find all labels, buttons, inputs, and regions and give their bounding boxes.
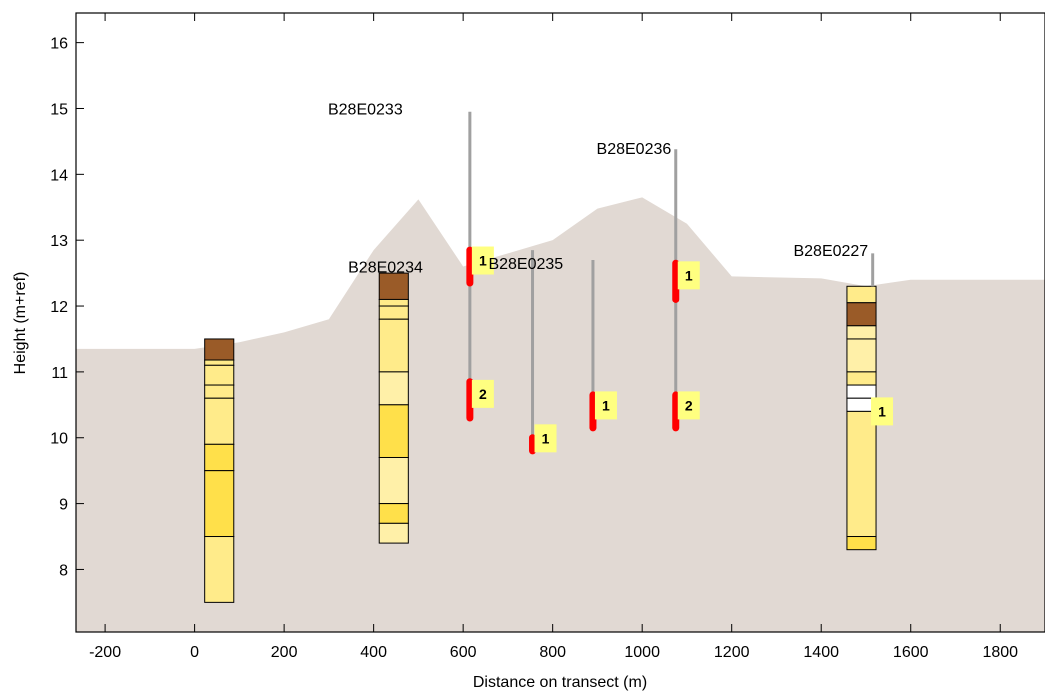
axes-frame	[75, 12, 1045, 633]
screen-marker-0-0: 1	[471, 246, 494, 275]
y-tick-label-2: 10	[50, 431, 68, 448]
y-tick-label-8: 16	[50, 36, 68, 53]
well-name-label-2: B28E0235	[488, 256, 563, 273]
x-axis-title: Distance on transect (m)	[473, 674, 647, 691]
x-tick-label-8: 1400	[803, 644, 839, 661]
screen-marker-label: 1	[479, 253, 487, 269]
borehole-0-layer-3	[204, 384, 235, 399]
borehole-0-layer-7	[204, 536, 235, 603]
y-tick-label-6: 14	[50, 167, 68, 184]
borehole-1-layer-2	[378, 305, 409, 320]
x-tick-label-9: 1600	[893, 644, 929, 661]
borehole-1-layer-7	[378, 503, 409, 524]
borehole-0-layer-5	[204, 443, 235, 472]
screen-marker-box	[471, 379, 494, 408]
screen-marker-box	[471, 246, 494, 275]
terrain-area	[76, 197, 1045, 632]
borehole-marker-5: 1	[871, 397, 894, 426]
screen-marker-4-0: 1	[677, 261, 700, 290]
x-tick-label-5: 800	[539, 644, 566, 661]
x-tick-label-2: 200	[271, 644, 298, 661]
screen-marker-0-1: 2	[471, 379, 494, 408]
well-name-label-4: B28E0227	[793, 243, 868, 260]
y-tick-label-0: 8	[59, 562, 68, 579]
borehole-0-layer-6	[204, 470, 235, 538]
borehole-marker-label: 1	[878, 403, 886, 419]
borehole-1-layer-0	[378, 272, 409, 300]
x-tick-label-10: 1800	[982, 644, 1018, 661]
borehole-2-layer-4	[846, 371, 877, 386]
screen-marker-2-0: 1	[534, 424, 557, 453]
screen-marker-box	[534, 424, 557, 453]
screen-marker-label: 1	[542, 430, 550, 446]
y-tick-label-1: 9	[59, 497, 68, 514]
x-tick-label-4: 600	[450, 644, 477, 661]
borehole-2-layer-3	[846, 338, 877, 373]
y-tick-label-7: 15	[50, 101, 68, 118]
axes: -200 0 200 400 600 800 1000 1200 1400 1600 1800891…	[50, 12, 1045, 661]
well-name-label-3: B28E0236	[597, 141, 672, 158]
borehole-1-layer-8	[378, 522, 409, 544]
screen-marker-box	[677, 261, 700, 290]
borehole-2-layer-5	[846, 384, 877, 399]
x-tick-label-3: 400	[360, 644, 387, 661]
screen-marker-box	[677, 391, 700, 420]
borehole-2-layer-1	[846, 302, 877, 327]
x-tick-label-0: -200	[89, 644, 121, 661]
x-tick-label-7: 1200	[714, 644, 750, 661]
screen-marker-label: 2	[685, 397, 693, 413]
y-tick-label-4: 12	[50, 299, 68, 316]
borehole-0-layer-4	[204, 397, 235, 445]
borehole-2-layer-8	[846, 536, 877, 551]
y-axis-title: Height (m+ref)	[12, 272, 29, 375]
screen-marker-box	[594, 391, 617, 420]
screen-marker-label: 2	[479, 386, 487, 402]
plot-area: 1 2 1 1 1 2 1 B28E0233 B28E0234 B28E0235 B28E0236 B…	[76, 101, 1045, 632]
borehole-2-layer-0	[846, 285, 877, 304]
y-tick-label-3: 11	[51, 365, 68, 382]
borehole-1-layer-1	[378, 298, 409, 307]
borehole-1-layer-6	[378, 456, 409, 505]
x-tick-label-6: 1000	[624, 644, 660, 661]
screen-marker-3-0: 1	[594, 391, 617, 420]
borehole-2-layer-7	[846, 410, 877, 538]
borehole-marker-box	[871, 397, 894, 426]
borehole-1-layer-5	[378, 404, 409, 458]
borehole-0-layer-1	[204, 359, 235, 366]
screen-marker-label: 1	[685, 267, 693, 283]
well-name-label-1: B28E0234	[348, 260, 423, 277]
y-tick-label-5: 13	[50, 233, 68, 250]
screen-marker-4-1: 2	[677, 391, 700, 420]
borehole-2-layer-2	[846, 325, 877, 340]
borehole-1-layer-3	[378, 318, 409, 373]
borehole-0-layer-0	[204, 338, 235, 361]
borehole-0-layer-2	[204, 364, 235, 386]
borehole-1-layer-4	[378, 371, 409, 406]
well-name-label-0: B28E0233	[328, 101, 403, 118]
x-tick-label-1: 0	[190, 644, 199, 661]
screen-marker-label: 1	[602, 397, 610, 413]
